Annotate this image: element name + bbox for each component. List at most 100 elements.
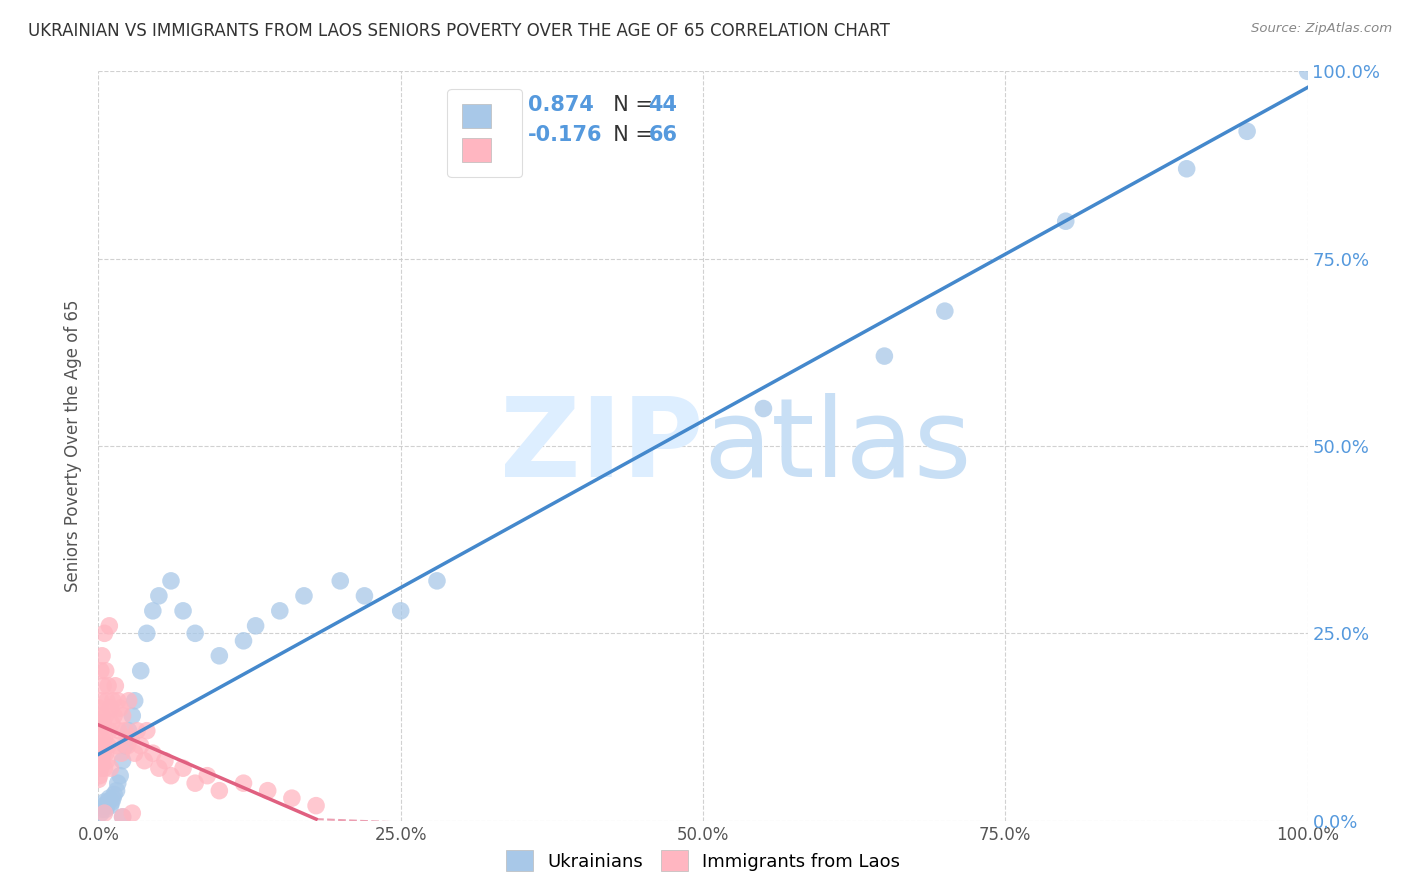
Point <box>91 708 114 723</box>
Point <box>110 746 132 760</box>
Text: Source: ZipAtlas.com: Source: ZipAtlas.com <box>1251 22 1392 36</box>
Point <box>91 798 114 813</box>
Point <box>124 746 146 760</box>
Legend: , : , <box>447 89 523 177</box>
Point <box>98 791 121 805</box>
Point <box>94 802 117 816</box>
Point <box>100 716 122 731</box>
Point <box>245 619 267 633</box>
Point <box>107 694 129 708</box>
Point <box>208 783 231 797</box>
Point <box>97 795 120 809</box>
Point <box>111 754 134 768</box>
Point <box>160 574 183 588</box>
Point <box>105 783 128 797</box>
Legend: Ukrainians, Immigrants from Laos: Ukrainians, Immigrants from Laos <box>498 843 908 879</box>
Point <box>96 694 118 708</box>
Point <box>120 731 142 746</box>
Point <box>98 619 121 633</box>
Point <box>96 798 118 813</box>
Point <box>90 806 112 821</box>
Point <box>160 769 183 783</box>
Point <box>135 626 157 640</box>
Point <box>103 788 125 802</box>
Point <box>121 708 143 723</box>
Point <box>389 604 412 618</box>
Point <box>94 746 117 760</box>
Point <box>105 739 128 753</box>
Point <box>184 626 207 640</box>
Point <box>129 664 152 678</box>
Point <box>305 798 328 813</box>
Point <box>100 761 122 775</box>
Point <box>135 723 157 738</box>
Point <box>96 754 118 768</box>
Point <box>172 604 194 618</box>
Point <box>91 746 114 760</box>
Text: R =: R = <box>479 125 524 145</box>
Text: 66: 66 <box>648 125 678 145</box>
Point <box>93 731 115 746</box>
Point <box>117 739 139 753</box>
Point <box>90 761 112 775</box>
Text: atlas: atlas <box>703 392 972 500</box>
Point <box>184 776 207 790</box>
Point <box>107 776 129 790</box>
Point <box>94 708 117 723</box>
Point <box>329 574 352 588</box>
Point <box>100 795 122 809</box>
Point <box>89 746 111 760</box>
Point <box>100 798 122 813</box>
Text: 44: 44 <box>648 95 678 115</box>
Point <box>1236 124 1258 138</box>
Point <box>97 679 120 693</box>
Point <box>148 589 170 603</box>
Point <box>89 701 111 715</box>
Point <box>91 731 114 746</box>
Point <box>90 694 112 708</box>
Text: -0.176: -0.176 <box>527 125 602 145</box>
Y-axis label: Seniors Poverty Over the Age of 65: Seniors Poverty Over the Age of 65 <box>65 300 83 592</box>
Point <box>1296 64 1319 78</box>
Point <box>232 633 254 648</box>
Point <box>108 723 131 738</box>
Text: N =: N = <box>600 95 659 115</box>
Point <box>93 806 115 821</box>
Point <box>114 723 136 738</box>
Point <box>118 694 141 708</box>
Point <box>269 604 291 618</box>
Point <box>142 746 165 760</box>
Point <box>101 791 124 805</box>
Point <box>87 754 110 768</box>
Point <box>121 806 143 821</box>
Point <box>195 769 218 783</box>
Point <box>1175 161 1198 176</box>
Text: ZIP: ZIP <box>499 392 703 500</box>
Point <box>93 795 115 809</box>
Point <box>91 754 114 768</box>
Point <box>426 574 449 588</box>
Point <box>124 694 146 708</box>
Point <box>91 648 114 663</box>
Point <box>111 810 134 824</box>
Point <box>256 783 278 797</box>
Text: R =: R = <box>479 95 524 115</box>
Text: 0.874: 0.874 <box>527 95 593 115</box>
Point <box>91 716 114 731</box>
Point <box>91 802 114 816</box>
Point <box>172 761 194 775</box>
Point <box>111 810 134 824</box>
Point <box>100 701 122 715</box>
Point <box>98 723 121 738</box>
Point <box>90 716 112 731</box>
Point <box>292 589 315 603</box>
Point <box>353 589 375 603</box>
Point <box>87 772 110 787</box>
Point <box>148 761 170 775</box>
Point <box>108 701 131 715</box>
Point <box>752 401 775 416</box>
Point <box>873 349 896 363</box>
Point <box>104 679 127 693</box>
Point <box>89 723 111 738</box>
Point <box>93 626 115 640</box>
